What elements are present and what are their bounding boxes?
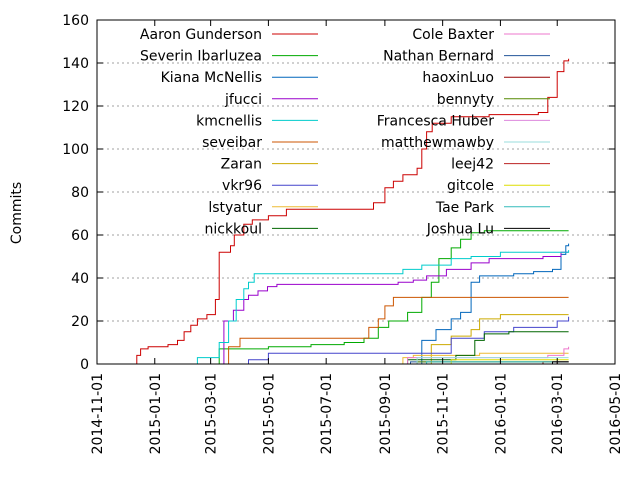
legend-item-leej42: leej42 — [451, 157, 550, 173]
series-line-lstyatur — [398, 352, 569, 365]
x-tick-label-2015-01-01: 2015-01-01 — [148, 373, 164, 454]
legend-label: leej42 — [451, 157, 494, 173]
y-tick-label-120: 120 — [62, 99, 89, 115]
legend-item-bennyty: bennyty — [437, 92, 550, 108]
legend-item-kmcnellis: kmcnellis — [196, 113, 318, 129]
y-tick-label-140: 140 — [62, 56, 89, 72]
legend-label: Severin Ibarluzea — [140, 49, 262, 65]
legend-label: Zaran — [221, 157, 262, 173]
y-tick-label-60: 60 — [71, 228, 89, 244]
legend-label: Joshua Lu — [426, 221, 494, 237]
legend-item-lstyatur: lstyatur — [208, 200, 318, 216]
series-line-aaron-gunderson — [133, 58, 570, 365]
legend-item-seveibar: seveibar — [202, 135, 318, 151]
series-line-seveibar — [217, 296, 569, 365]
legend-item-vkr96: vkr96 — [222, 178, 318, 194]
legend-item-nathan-bernard: Nathan Bernard — [383, 49, 550, 65]
y-tick-label-80: 80 — [71, 185, 89, 201]
legend-label: jfucci — [224, 92, 262, 108]
legend-label: vkr96 — [222, 178, 262, 194]
y-axis: 0 20 40 60 80 100 120 140 160 — [62, 13, 615, 373]
legend-item-haoxinluo: haoxinLuo — [422, 70, 550, 86]
legend-item-tae-park: Tae Park — [435, 200, 550, 216]
legend-item-gitcole: gitcole — [447, 178, 550, 194]
legend-item-severin-ibarluzea: Severin Ibarluzea — [140, 49, 318, 65]
series-line-kiana-mcnellis — [417, 243, 570, 365]
x-tick-label-2015-09-01: 2015-09-01 — [378, 373, 394, 454]
legend-item-cole-baxter: Cole Baxter — [412, 27, 550, 43]
legend-label: Francesca Huber — [377, 113, 494, 129]
series-line-severin-ibarluzea — [217, 230, 569, 365]
legend-label: nickkoul — [204, 221, 262, 237]
series-line-nickkoul — [402, 331, 569, 365]
legend-item-joshua-lu: Joshua Lu — [426, 221, 550, 237]
x-tick-label-2016-05-01: 2016-05-01 — [608, 373, 624, 454]
series-line-zaran — [426, 314, 569, 365]
y-tick-label-100: 100 — [62, 142, 89, 158]
legend-label: Tae Park — [435, 200, 495, 216]
x-tick-label-2016-01-01: 2016-01-01 — [493, 373, 509, 454]
legend-label: haoxinLuo — [422, 70, 494, 86]
legend-label: Cole Baxter — [412, 27, 494, 43]
legend: Aaron Gunderson Severin Ibarluzea Kiana Mc… — [140, 27, 550, 237]
series-line-vkr96 — [219, 316, 570, 365]
legend-label: seveibar — [202, 135, 262, 151]
legend-item-jfucci: jfucci — [224, 92, 318, 108]
legend-item-francesca-huber: Francesca Huber — [377, 113, 550, 129]
legend-item-kiana-mcnellis: Kiana McNellis — [161, 70, 318, 86]
legend-label: bennyty — [437, 92, 494, 108]
y-axis-label: Commits — [9, 182, 25, 244]
y-tick-label-20: 20 — [71, 314, 89, 330]
x-tick-label-2015-05-01: 2015-05-01 — [261, 373, 277, 454]
series-line-jfucci — [219, 251, 569, 365]
legend-label: kmcnellis — [196, 113, 262, 129]
y-tick-label-40: 40 — [71, 271, 89, 287]
x-tick-label-2014-11-01: 2014-11-01 — [90, 373, 106, 454]
legend-item-nickkoul: nickkoul — [204, 221, 318, 237]
series-line-matthewmawby — [413, 357, 569, 365]
y-tick-label-0: 0 — [80, 357, 89, 373]
legend-label: Kiana McNellis — [161, 70, 262, 86]
legend-item-zaran: Zaran — [221, 157, 318, 173]
legend-item-matthewmawby: matthewmawby — [381, 135, 550, 151]
x-tick-label-2015-11-01: 2015-11-01 — [436, 373, 452, 454]
x-tick-label-2015-07-01: 2015-07-01 — [319, 373, 335, 454]
x-tick-label-2015-03-01: 2015-03-01 — [204, 373, 220, 454]
gridlines — [97, 62, 615, 322]
legend-label: Nathan Bernard — [383, 49, 494, 65]
legend-label: lstyatur — [208, 200, 262, 216]
legend-label: matthewmawby — [381, 135, 494, 151]
legend-item-aaron-gunderson: Aaron Gunderson — [140, 27, 318, 43]
legend-label: gitcole — [447, 178, 494, 194]
series-lines — [133, 58, 570, 365]
legend-label: Aaron Gunderson — [140, 27, 262, 43]
x-tick-label-2016-03-01: 2016-03-01 — [550, 373, 566, 454]
x-axis: 2014-11-01 2015-01-01 2015-03-01 2015-05-01… — [90, 20, 624, 454]
series-line-kmcnellis — [192, 250, 570, 365]
y-tick-label-160: 160 — [62, 13, 89, 29]
series-line-cole-baxter — [402, 346, 570, 365]
